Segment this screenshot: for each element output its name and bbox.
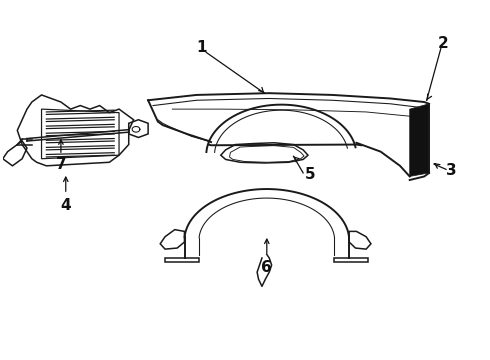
Text: 5: 5 [305, 167, 316, 182]
Polygon shape [410, 104, 429, 176]
Text: 6: 6 [262, 260, 272, 275]
Text: 1: 1 [196, 40, 207, 55]
Text: 7: 7 [55, 157, 66, 172]
Text: 4: 4 [60, 198, 71, 213]
Text: 3: 3 [445, 163, 456, 177]
Text: 2: 2 [438, 36, 449, 51]
